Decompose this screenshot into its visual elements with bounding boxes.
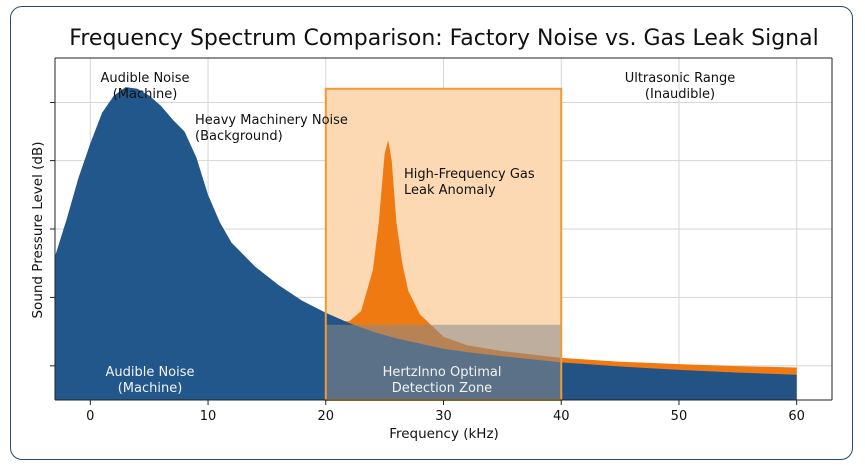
x-tick-label: 60 [788,409,805,424]
x-ticks: 0 10 20 30 40 50 60 [86,400,805,424]
x-tick-label: 10 [200,409,217,424]
annotations: Audible Noise (Machine)Heavy Machinery No… [100,71,735,396]
machinery-noise-area [55,87,797,400]
y-axis-label: Sound Pressure Level (dB) [30,141,46,318]
detection-zone-overlap [325,324,562,400]
annotation-ultrasonic-range: Ultrasonic Range (Inaudible) [625,71,736,102]
annotation-audible-noise: Audible Noise (Machine) [100,71,189,102]
x-axis-label: Frequency (kHz) [389,426,499,442]
x-tick-label: 0 [86,409,94,424]
chart-title: Frequency Spectrum Comparison: Factory N… [69,26,818,51]
x-tick-label: 50 [671,409,688,424]
annotation-audible-noise-bottom: Audible Noise (Machine) [105,365,194,396]
series-layer [55,87,797,400]
annotation-heavy-machinery: Heavy Machinery Noise (Background) [195,113,348,144]
x-tick-label: 20 [317,409,334,424]
x-tick-label: 30 [435,409,452,424]
annotation-detection-zone: HertzInno Optimal Detection Zone [383,365,502,396]
x-tick-label: 40 [553,409,570,424]
annotation-gas-leak: High-Frequency Gas Leak Anomaly [404,167,535,198]
